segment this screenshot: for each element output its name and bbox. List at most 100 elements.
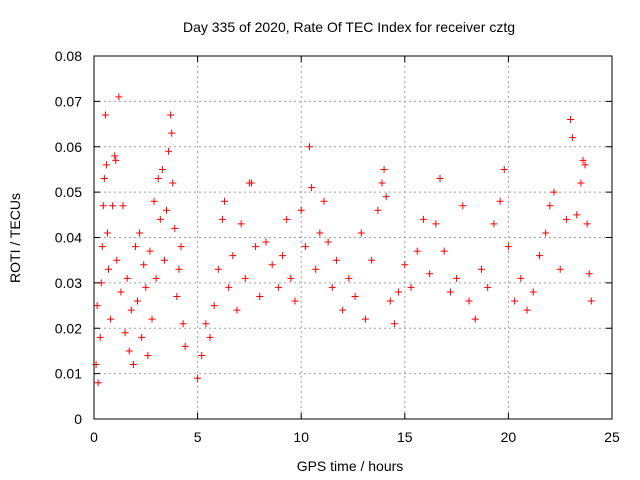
data-point [569,134,577,142]
x-tick-label: 10 [293,429,309,445]
y-tick-label: 0.03 [55,275,82,291]
data-point [247,179,255,187]
data-point [316,229,324,237]
data-point [368,256,376,264]
data-point [395,288,403,296]
data-point [115,93,123,101]
data-point [583,220,591,228]
data-point [268,261,276,269]
data-point [332,256,340,264]
data-point [93,302,101,310]
data-point [107,315,115,323]
data-point [587,297,595,305]
data-point [496,197,504,205]
data-point [407,283,415,291]
data-point [218,215,226,223]
data-point [339,306,347,314]
data-point [179,320,187,328]
grid-lines [94,56,612,419]
data-point [471,315,479,323]
y-tick-label: 0 [74,411,82,427]
data-point [573,211,581,219]
y-axis-ticks: 0 0.01 0.02 0.03 0.04 0.05 0.06 0.07 0.08 [55,48,612,427]
data-point [297,206,305,214]
data-point [163,206,171,214]
data-point [160,256,168,264]
data-point [140,261,148,269]
y-tick-label: 0.06 [55,139,82,155]
data-point [233,306,241,314]
data-point [198,351,206,359]
data-point [194,374,202,382]
data-point [579,156,587,164]
data-point [127,306,135,314]
data-point [504,243,512,251]
data-point [361,315,369,323]
data-point [142,283,150,291]
data-point [252,243,260,251]
data-point [546,202,554,210]
data-point [206,333,214,341]
data-point [121,329,129,337]
data-point [567,116,575,124]
data-point [117,288,125,296]
data-point [432,220,440,228]
data-point [312,265,320,273]
data-point [500,165,508,173]
data-point [229,252,237,260]
y-axis-label: ROTI / TECUs [7,193,23,283]
data-point [535,252,543,260]
data-point [210,302,218,310]
data-point [401,261,409,269]
data-point [374,206,382,214]
chart-title: Day 335 of 2020, Rate Of TEC Index for r… [183,19,515,35]
scatter-points [92,93,595,387]
data-point [129,361,137,369]
data-point [103,229,111,237]
data-point [96,333,104,341]
data-point [320,197,328,205]
data-point [301,243,309,251]
data-point [517,274,525,282]
data-point [154,175,162,183]
x-tick-label: 25 [604,429,620,445]
data-point [123,274,131,282]
data-point [345,274,353,282]
data-point [111,152,119,160]
data-point [109,202,117,210]
y-tick-label: 0.05 [55,184,82,200]
data-point [221,197,229,205]
x-axis-ticks: 0 5 10 15 20 25 [90,56,620,445]
y-tick-label: 0.01 [55,366,82,382]
data-point [134,297,142,305]
data-point [119,202,127,210]
data-point [225,283,233,291]
x-tick-label: 0 [90,429,98,445]
data-point [94,379,102,387]
data-point [484,283,492,291]
data-point [262,238,270,246]
data-point [181,342,189,350]
data-point [202,320,210,328]
data-point [413,247,421,255]
data-point [453,274,461,282]
data-point [436,175,444,183]
x-axis-label: GPS time / hours [297,458,404,474]
data-point [274,283,282,291]
data-point [390,320,398,328]
data-point [577,179,585,187]
data-point [125,347,133,355]
data-point [351,292,359,300]
data-point [99,202,107,210]
data-point [556,265,564,273]
data-point [150,197,158,205]
data-point [380,165,388,173]
data-point [100,175,108,183]
data-point [98,243,106,251]
data-point [490,220,498,228]
data-point [101,111,109,119]
data-point [256,292,264,300]
data-point [305,143,313,151]
data-point [237,220,245,228]
data-point [214,265,222,273]
